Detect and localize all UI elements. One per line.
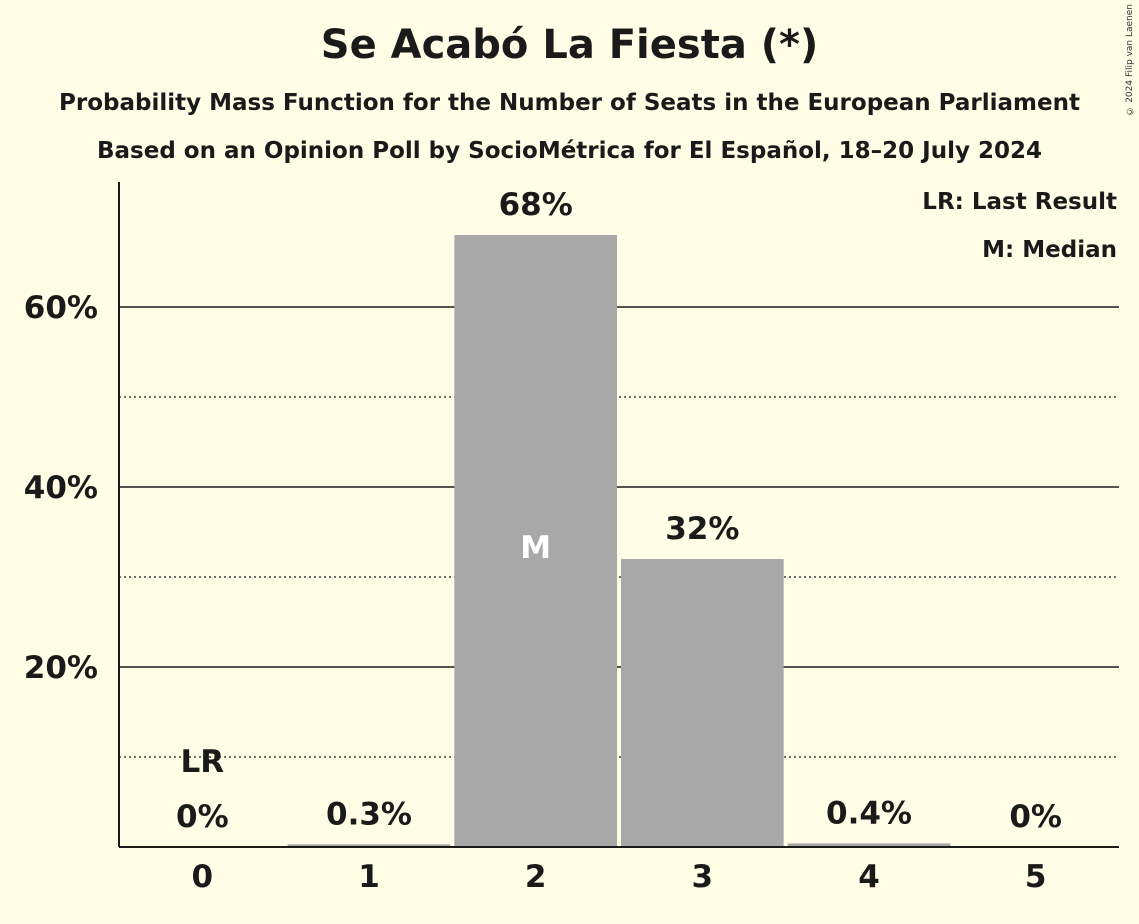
x-tick-label: 1 (358, 859, 380, 895)
x-tick-label: 4 (858, 859, 880, 895)
legend-last-result: LR: Last Result (922, 189, 1117, 215)
bar (787, 843, 951, 847)
chart-title: Se Acabó La Fiesta (*) (320, 22, 819, 68)
bar-value-label: 0% (176, 799, 229, 835)
bar (621, 559, 784, 847)
bar-value-label: 68% (499, 187, 573, 223)
x-tick-label: 2 (525, 859, 547, 895)
axes (118, 182, 1119, 848)
gridlines (119, 306, 1119, 758)
y-tick-label: 40% (24, 470, 98, 506)
x-tick-label: 0 (192, 859, 214, 895)
legend-median: M: Median (982, 237, 1117, 263)
chart-source-subtitle: Based on an Opinion Poll by SocioMétrica… (97, 138, 1042, 164)
bar (454, 235, 617, 847)
x-tick-label: 5 (1025, 859, 1047, 895)
x-tick-label: 3 (692, 859, 714, 895)
bar-value-label: 0.3% (326, 796, 412, 832)
y-tick-label: 20% (24, 650, 98, 686)
bar-value-label: 0.4% (826, 795, 912, 831)
bars (287, 235, 951, 847)
chart-subtitle: Probability Mass Function for the Number… (59, 90, 1080, 116)
median-marker: M (520, 530, 551, 566)
y-tick-label: 60% (24, 290, 98, 326)
bar (287, 844, 451, 847)
last-result-marker: LR (181, 744, 225, 780)
bar-value-label: 32% (665, 511, 739, 547)
bar-value-label: 0% (1009, 799, 1062, 835)
